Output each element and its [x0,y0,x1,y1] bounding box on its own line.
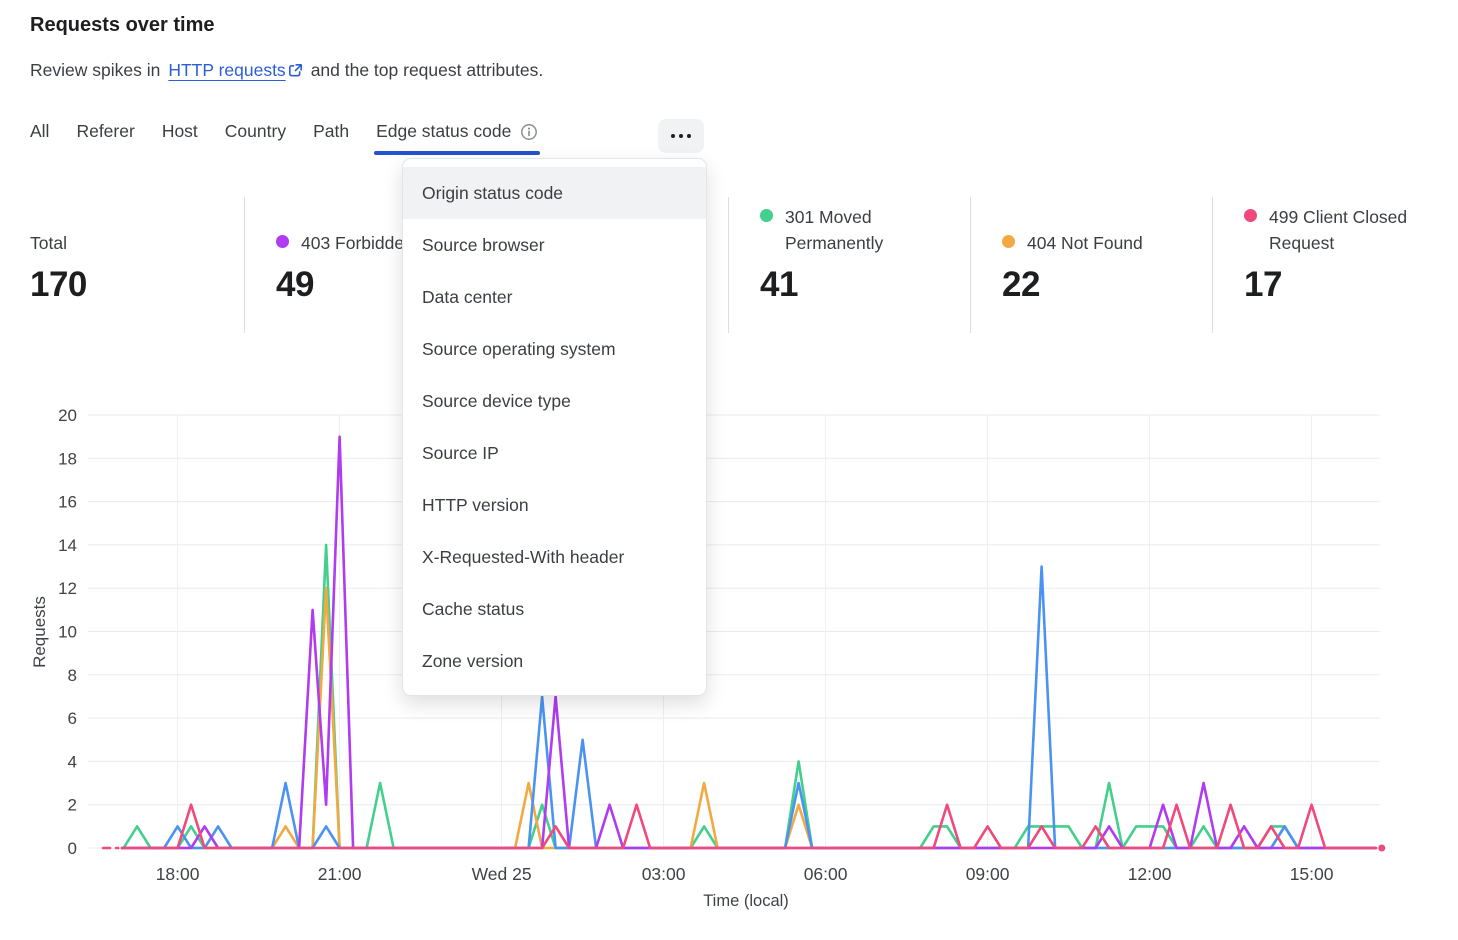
stat-divider [244,197,245,333]
x-axis-tick: 03:00 [642,864,686,884]
stat-404-not-found: 404 Not Found 22 [1002,194,1227,305]
tab-country[interactable]: Country [224,121,287,141]
x-axis-tick: 21:00 [318,864,362,884]
external-link-icon [288,63,303,78]
stat-label: 403 Forbidden [301,232,414,253]
legend-dot-301 [760,208,773,222]
stat-divider [1212,197,1213,333]
y-axis-tick: 18 [58,449,77,468]
legend-dot-404 [1002,234,1015,248]
subtitle-suffix: and the top request attributes. [310,60,544,80]
x-axis-tick: 09:00 [966,864,1010,884]
page-subtitle: Review spikes in HTTP requests and the t… [30,60,543,81]
x-axis-tick: 12:00 [1128,864,1172,884]
y-axis-tick: 0 [68,839,77,858]
http-requests-link[interactable]: HTTP requests [168,60,302,81]
tab-referer[interactable]: Referer [76,121,135,141]
attribute-tabs: All Referer Host Country Path Edge statu… [30,121,541,155]
stat-divider [728,197,729,333]
y-axis-tick: 12 [58,579,77,598]
y-axis-tick: 2 [68,796,77,815]
y-axis-tick: 6 [68,709,77,728]
tab-edge-status-code[interactable]: Edge status code [374,121,541,155]
chart-series-green [120,543,1378,850]
attribute-dropdown-menu: Origin status code Source browser Data cen… [402,158,707,696]
x-axis-tick: 06:00 [804,864,848,884]
y-axis-tick: 20 [58,406,77,425]
stat-divider [970,197,971,333]
y-axis-tick: 14 [58,536,77,555]
x-axis-tick: 18:00 [156,864,200,884]
menu-item-http-version[interactable]: HTTP version [422,494,529,515]
chart-series-pink [120,803,1378,850]
menu-item-data-center[interactable]: Data center [422,286,513,307]
y-axis-tick: 8 [68,666,77,685]
menu-item-x-requested-with-header[interactable]: X-Requested-With header [422,546,625,567]
stat-value: 17 [1244,265,1282,304]
legend-dot-499 [1244,208,1257,222]
stat-value: 49 [276,265,314,304]
stat-label: 499 Client Closed Request [1269,206,1408,253]
subtitle-prefix: Review spikes in [30,60,161,80]
x-axis-tick: Wed 25 [472,864,532,884]
stat-label: Total [30,232,67,253]
y-axis-tick: 16 [58,493,77,512]
tab-host[interactable]: Host [161,121,198,141]
stat-total: Total 170 [30,194,255,305]
tab-all[interactable]: All [30,121,50,141]
stat-value: 41 [760,265,798,304]
more-tabs-button[interactable] [658,119,704,153]
menu-item-source-operating-system[interactable]: Source operating system [422,338,616,359]
stat-403-forbidden: 403 Forbidden 49 [276,194,501,305]
menu-item-origin-status-code[interactable]: Origin status code [403,167,706,219]
menu-item-zone-version[interactable]: Zone version [422,650,524,671]
y-axis-tick: 10 [58,623,77,642]
info-icon[interactable] [520,123,538,141]
menu-item-source-browser[interactable]: Source browser [422,234,545,255]
chart-series-purple [120,435,1378,850]
stat-value: 22 [1002,265,1040,304]
stat-499-client-closed-request: 499 Client Closed Request 17 [1244,194,1458,305]
chart-series-blue [120,565,1378,850]
page-title: Requests over time [30,14,215,36]
menu-item-source-device-type[interactable]: Source device type [422,390,571,411]
y-axis-tick: 4 [68,752,77,771]
tab-path[interactable]: Path [313,121,350,141]
menu-item-cache-status[interactable]: Cache status [422,598,525,619]
y-axis-title: Requests [30,596,49,668]
ellipsis-icon [671,134,675,138]
stat-label: 301 Moved Permanently [785,206,884,253]
stat-label: 404 Not Found [1027,232,1143,253]
legend-dot-403 [276,234,289,248]
x-axis-tick: 15:00 [1290,864,1334,884]
x-axis-title: Time (local) [703,892,789,910]
menu-item-source-ip[interactable]: Source IP [422,442,499,463]
stat-301-moved-permanently: 301 Moved Permanently 41 [760,194,985,305]
stat-value: 170 [30,265,87,304]
